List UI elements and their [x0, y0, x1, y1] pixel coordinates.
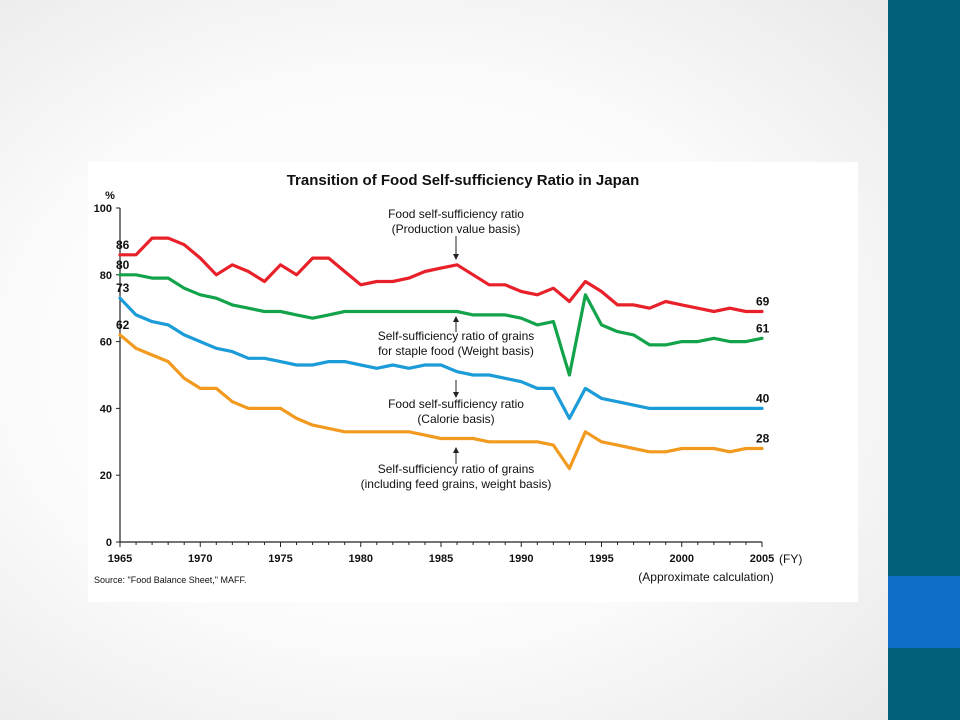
x-axis-unit-label: (FY) — [779, 552, 802, 566]
annotation-text: (Calorie basis) — [417, 412, 494, 426]
series-line-3 — [118, 333, 764, 471]
annotation-0: Food self-sufficiency ratio(Production v… — [388, 207, 524, 260]
annotation-text: Food self-sufficiency ratio — [388, 207, 524, 221]
side-accent-block — [888, 576, 960, 648]
series-line-0 — [118, 236, 764, 314]
annotation-arrow-head — [453, 447, 459, 453]
annotation-text: (including feed grains, weight basis) — [361, 477, 552, 491]
x-tick-label: 1995 — [589, 553, 613, 565]
line-chart: Transition of Food Self-sufficiency Rati… — [94, 172, 803, 585]
x-tick-label: 1990 — [509, 553, 533, 565]
annotation-text: Self-sufficiency ratio of grains — [378, 462, 535, 476]
x-axis-note: (Approximate calculation) — [638, 570, 773, 584]
axes: 0 20 40 60 80 100 1965 1970 1975 1980 1985 1990 1995… — [94, 203, 775, 565]
series-end-label: 69 — [756, 295, 770, 309]
series-start-label: 86 — [116, 238, 130, 252]
y-axis-unit-label: % — [105, 190, 115, 202]
source-note: Source: "Food Balance Sheet," MAFF. — [94, 575, 246, 585]
x-tick-label: 2005 — [750, 553, 774, 565]
y-tick-label: 100 — [94, 203, 112, 215]
chart-title: Transition of Food Self-sufficiency Rati… — [287, 172, 640, 189]
series-start-label: 80 — [116, 258, 130, 272]
series-end-label: 61 — [756, 321, 770, 335]
y-tick-label: 60 — [100, 337, 112, 349]
x-tick-label: 1970 — [188, 553, 212, 565]
series-start-label: 62 — [116, 318, 130, 332]
x-tick-label: 1985 — [429, 553, 453, 565]
x-tick-label: 1975 — [268, 553, 292, 565]
y-tick-label: 40 — [100, 403, 112, 415]
series-end-label: 28 — [756, 431, 770, 445]
x-tick-label: 2000 — [670, 553, 694, 565]
annotation-layer: Food self-sufficiency ratio(Production v… — [361, 207, 552, 491]
series-layer: 86 69 80 61 73 40 62 28 — [116, 236, 770, 471]
y-tick-label: 80 — [100, 270, 112, 282]
chart-panel: Transition of Food Self-sufficiency Rati… — [88, 162, 858, 602]
series-line-1 — [118, 273, 764, 377]
annotation-text: Food self-sufficiency ratio — [388, 397, 524, 411]
x-tick-label: 1980 — [349, 553, 373, 565]
x-tick-label: 1965 — [108, 553, 132, 565]
annotation-text: (Production value basis) — [392, 222, 521, 236]
annotation-text: for staple food (Weight basis) — [378, 344, 534, 358]
annotation-3: Self-sufficiency ratio of grains(includi… — [361, 447, 552, 491]
annotation-arrow-head — [453, 392, 459, 398]
series-start-label: 73 — [116, 281, 130, 295]
annotation-arrow-head — [453, 316, 459, 322]
annotation-arrow-head — [453, 254, 459, 260]
series-line-2 — [118, 296, 764, 420]
series-end-label: 40 — [756, 391, 770, 405]
annotation-text: Self-sufficiency ratio of grains — [378, 329, 535, 343]
annotation-2: Food self-sufficiency ratio(Calorie basi… — [388, 380, 524, 426]
y-tick-label: 20 — [100, 470, 112, 482]
y-tick-label: 0 — [106, 537, 112, 549]
